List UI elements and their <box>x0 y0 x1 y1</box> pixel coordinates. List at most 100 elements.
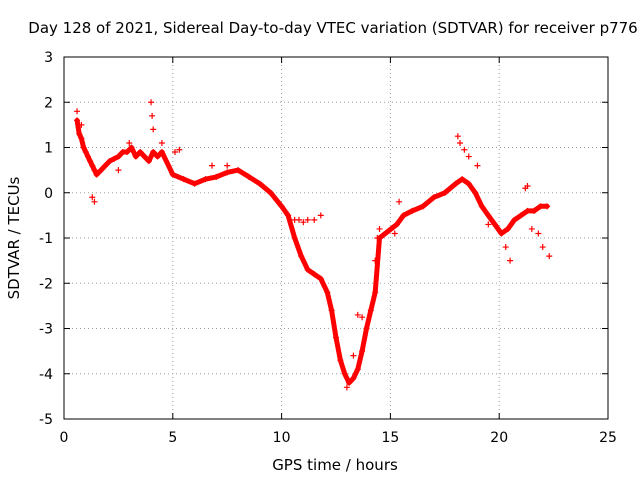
data-point <box>474 162 481 169</box>
data-point <box>158 139 165 146</box>
data-point <box>128 144 135 151</box>
data-point <box>141 153 148 160</box>
data-point <box>126 139 133 146</box>
series-main <box>74 117 551 386</box>
data-point <box>171 149 178 156</box>
data-point <box>87 158 94 165</box>
data-point <box>84 153 91 160</box>
data-point <box>324 289 331 296</box>
data-point <box>91 167 98 174</box>
data-point <box>350 375 357 382</box>
y-tick-label: -5 <box>39 412 53 428</box>
data-point <box>465 180 472 187</box>
data-point <box>400 212 407 219</box>
data-point <box>461 146 468 153</box>
series-fragments <box>74 99 553 391</box>
data-point <box>224 162 231 169</box>
data-point <box>300 219 307 226</box>
data-point <box>111 155 118 162</box>
data-point <box>224 169 231 176</box>
data-point <box>409 207 416 214</box>
data-point <box>354 366 361 373</box>
data-point <box>539 244 546 251</box>
data-point <box>115 167 122 174</box>
data-point <box>393 221 400 228</box>
data-point <box>367 307 374 314</box>
data-point <box>478 203 485 210</box>
data-point <box>102 162 109 169</box>
y-tick-label: -3 <box>39 322 53 338</box>
x-tick-label: 0 <box>60 430 69 446</box>
data-point <box>396 198 403 205</box>
data-point <box>235 167 242 174</box>
data-point <box>531 207 538 214</box>
data-point <box>452 180 459 187</box>
data-point <box>498 230 505 237</box>
x-tick-label: 15 <box>381 430 399 446</box>
data-point <box>78 121 85 128</box>
data-point <box>278 203 285 210</box>
data-point <box>267 189 274 196</box>
data-point <box>343 384 350 391</box>
data-point <box>441 189 448 196</box>
data-point <box>485 221 492 228</box>
data-point <box>376 225 383 232</box>
y-tick-labels: -5 -4 -3 -2 -1 0 1 2 3 <box>39 50 53 428</box>
x-tick-label: 20 <box>490 430 508 446</box>
data-point <box>76 130 83 137</box>
data-point <box>350 352 357 359</box>
data-point <box>537 203 544 210</box>
data-point <box>485 212 492 219</box>
data-point <box>333 334 339 341</box>
data-point <box>150 126 157 133</box>
data-point <box>97 167 104 174</box>
data-point <box>169 171 176 178</box>
data-point <box>304 266 311 273</box>
x-axis-label: GPS time / hours <box>272 456 398 474</box>
data-point <box>304 216 311 223</box>
data-point <box>148 99 155 106</box>
y-tick-label: -4 <box>39 367 53 383</box>
x-tick-labels: 0 5 10 15 20 25 <box>60 430 617 446</box>
data-point <box>337 357 344 364</box>
data-point <box>346 379 353 386</box>
data-point <box>354 311 361 318</box>
data-point <box>106 158 113 165</box>
data-point <box>472 189 479 196</box>
data-point <box>524 182 531 189</box>
y-tick-label: -2 <box>39 276 53 292</box>
data-point <box>245 173 252 180</box>
data-point <box>459 176 466 183</box>
data-point <box>145 158 152 165</box>
data-point <box>363 325 370 332</box>
x-tick-label: 25 <box>599 430 617 446</box>
data-point <box>89 194 96 201</box>
x-tick-label: 10 <box>273 430 291 446</box>
data-point <box>256 180 263 187</box>
data-point <box>546 253 553 260</box>
data-point <box>420 203 427 210</box>
data-point <box>359 348 366 355</box>
data-point <box>80 144 87 151</box>
data-point <box>180 176 187 183</box>
data-point <box>298 253 305 260</box>
axis-ticks <box>63 56 609 420</box>
data-point <box>208 162 215 169</box>
data-point <box>491 221 498 228</box>
data-point <box>511 216 518 223</box>
data-point <box>137 149 144 156</box>
data-point <box>213 173 220 180</box>
data-point <box>317 275 324 282</box>
data-point <box>311 216 318 223</box>
data-point <box>430 194 437 201</box>
data-point <box>454 133 461 140</box>
data-point <box>317 212 324 219</box>
data-point <box>285 212 292 219</box>
data-point <box>132 153 139 160</box>
data-point <box>504 225 511 232</box>
data-point <box>311 271 318 278</box>
data-point <box>124 149 131 156</box>
data-point <box>517 212 524 219</box>
data-point <box>457 139 464 146</box>
